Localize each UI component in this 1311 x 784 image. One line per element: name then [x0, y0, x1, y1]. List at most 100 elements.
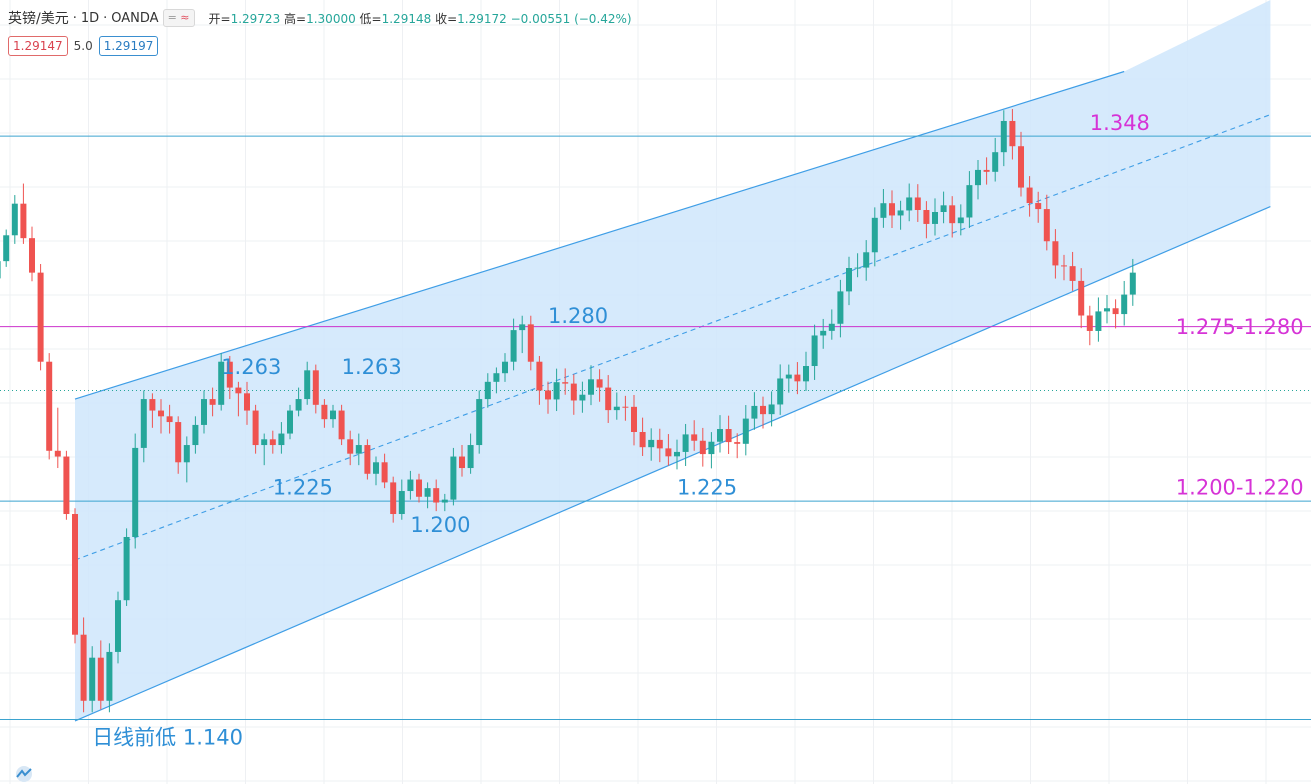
candle-body: [545, 390, 551, 400]
candle: [20, 183, 27, 244]
ohlc-readout: 开=1.29723 高=1.30000 低=1.29148 收=1.29172 …: [209, 10, 632, 27]
candle-body: [536, 361, 543, 391]
candle: [97, 640, 104, 710]
candle-body: [631, 406, 637, 433]
candle: [863, 240, 870, 281]
candle-body: [1052, 241, 1059, 266]
candle-body: [1129, 272, 1136, 295]
header-separator: ·: [72, 10, 77, 26]
candle: [433, 479, 440, 512]
candle-body: [201, 399, 207, 425]
candle: [355, 433, 362, 466]
tradingview-logo-icon[interactable]: [12, 764, 36, 782]
candle-body: [553, 382, 560, 400]
compare-toggle-button[interactable]: = ≈: [162, 9, 195, 27]
candle: [467, 433, 474, 474]
candle: [527, 315, 534, 371]
candle-body: [871, 217, 878, 253]
candle: [940, 191, 947, 224]
candle-body: [175, 422, 182, 463]
open-label: 开=: [208, 11, 231, 26]
candle-body: [441, 499, 448, 503]
candle-body: [106, 651, 113, 701]
candle-body: [613, 406, 620, 411]
candle-body: [966, 185, 973, 218]
candle: [992, 137, 999, 182]
candle: [398, 479, 405, 520]
candle: [261, 433, 268, 466]
candle-body: [579, 394, 586, 401]
candle: [768, 391, 775, 427]
candle-body: [768, 404, 775, 415]
close-value: 1.29172: [457, 11, 507, 26]
low-value: 1.29148: [381, 11, 432, 26]
buy-price-button[interactable]: 1.29197: [98, 36, 159, 56]
candle-body: [450, 456, 457, 500]
candle-body: [639, 432, 646, 448]
candle-body: [588, 379, 594, 395]
candle: [1121, 280, 1128, 326]
candle: [484, 373, 491, 408]
candle: [123, 528, 130, 606]
candle: [820, 318, 827, 349]
candle-body: [648, 439, 655, 448]
candle: [682, 423, 689, 467]
candle-body: [923, 210, 930, 224]
candle-body: [11, 203, 18, 236]
candle-body: [269, 439, 276, 446]
candle: [717, 415, 723, 453]
candle: [1018, 131, 1024, 197]
candle-body: [312, 370, 319, 405]
candle-body: [54, 450, 61, 457]
candle: [665, 434, 672, 466]
candle-body: [699, 440, 706, 455]
candle: [1112, 299, 1119, 329]
candle-body: [794, 374, 801, 382]
candle-body: [1069, 266, 1076, 281]
candle-body: [708, 441, 715, 455]
candle: [622, 395, 629, 421]
price-annotation: 1.225: [273, 476, 333, 500]
candle-body: [502, 361, 508, 374]
candle-body: [0, 261, 1, 279]
candle-body: [803, 366, 809, 382]
candle: [932, 198, 938, 236]
price-annotation: 1.263: [342, 355, 402, 379]
candle: [11, 195, 18, 244]
regression-channel-fill: [75, 0, 1271, 721]
candle-body: [484, 381, 491, 400]
candle-body: [914, 197, 921, 211]
candle-body: [407, 479, 414, 492]
candle-body: [287, 410, 293, 434]
channel-mid-line: [74, 114, 1271, 561]
candle-body: [785, 374, 792, 379]
candle: [373, 456, 379, 486]
candle-body: [226, 361, 233, 388]
candle: [175, 416, 182, 474]
candle: [854, 253, 861, 278]
candle: [304, 361, 311, 405]
candle-body: [459, 456, 465, 469]
candle: [553, 368, 560, 412]
candle: [416, 473, 422, 503]
interval-label[interactable]: 1D: [80, 10, 100, 26]
candle: [906, 183, 913, 222]
candle: [3, 229, 10, 267]
candle: [889, 190, 895, 229]
candle-body: [3, 235, 10, 262]
candle: [1052, 229, 1059, 279]
candle: [605, 375, 612, 423]
candle-body: [115, 600, 121, 652]
price-annotation: 1.263: [221, 355, 281, 379]
price-annotation: 1.280: [548, 304, 608, 328]
candle-body: [209, 399, 216, 405]
symbol-name[interactable]: 英镑/美元: [8, 11, 69, 27]
candle: [837, 279, 844, 338]
candle-body: [975, 169, 981, 186]
candle-body: [493, 373, 500, 382]
candle: [914, 184, 921, 222]
sell-price-button[interactable]: 1.29147: [8, 36, 68, 56]
spread-value: 5.0: [73, 39, 93, 53]
